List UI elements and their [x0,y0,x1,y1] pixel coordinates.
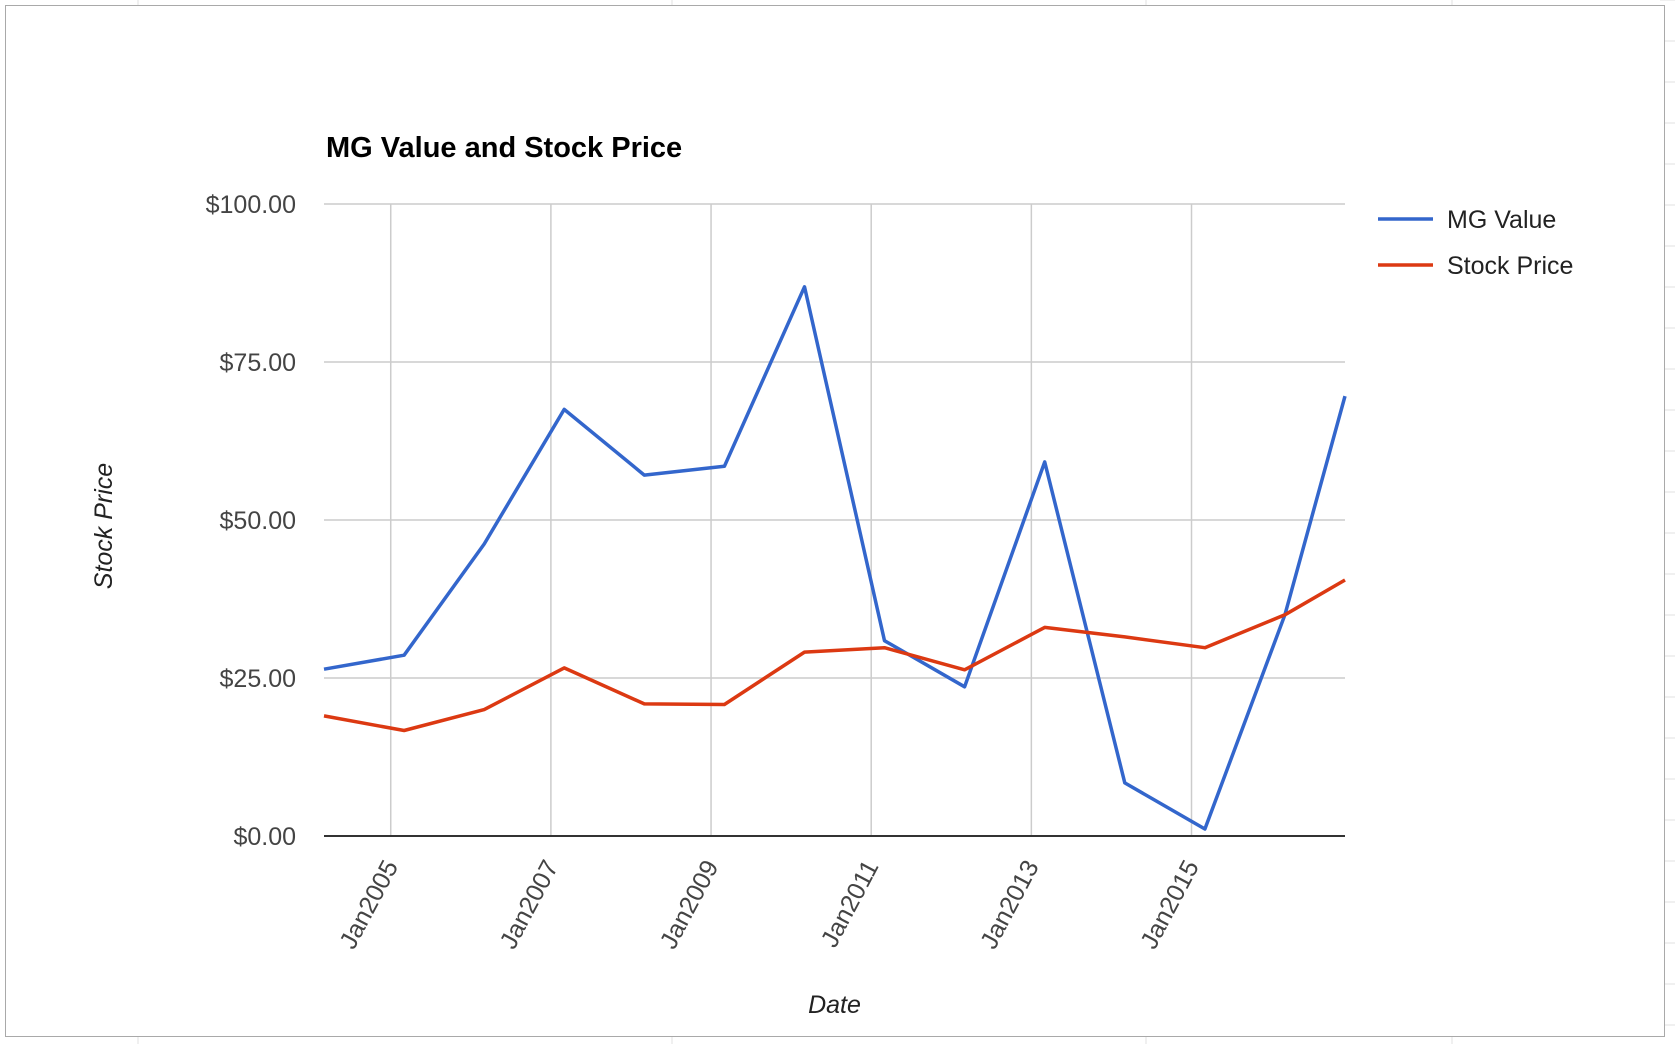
data-point-mg-value [1342,393,1348,399]
legend-label: Stock Price [1447,252,1573,280]
y-tick-label: $75.00 [220,349,296,377]
data-point-mg-value [641,472,647,478]
y-axis-title: Stock Price [90,463,118,589]
data-point-stock-price [962,667,968,673]
x-tick-label: Jan2009 [655,856,725,954]
y-tick-label: $0.00 [233,823,296,851]
data-point-stock-price [1042,624,1048,630]
data-point-mg-value [1122,780,1128,786]
data-point-stock-price [882,645,888,651]
series-line-mg-value [323,285,1347,831]
gridlines [324,203,1345,836]
legend: MG Value Stock Price [1378,206,1573,280]
legend-label: MG Value [1447,206,1556,234]
x-tick-label: Jan2013 [975,856,1045,954]
line-chart: $0.00$25.00$50.00$75.00$100.00 Jan2005 Ja… [90,132,1573,1019]
data-point-mg-value [882,638,888,644]
x-tick-label: Jan2015 [1135,856,1205,954]
data-point-mg-value [721,463,727,469]
data-point-stock-price [641,701,647,707]
data-point-stock-price [1122,634,1128,640]
chart-title: MG Value and Stock Price [326,132,682,164]
data-point-mg-value [481,541,487,547]
data-point-mg-value [1042,459,1048,465]
data-point-mg-value [401,652,407,658]
y-tick-labels: $0.00 $25.00 $50.00 $75.00 $100.00 [206,191,296,851]
series-lines [321,284,1348,832]
data-point-stock-price [721,702,727,708]
x-axis-title: Date [808,991,861,1019]
data-point-mg-value [561,406,567,412]
data-point-stock-price [321,713,327,719]
data-point-stock-price [1282,612,1288,618]
x-tick-label: Jan2007 [494,856,564,954]
x-tick-labels: Jan2005 Jan2007 Jan2009 Jan2011 Jan2013 Jan20… [334,856,1205,954]
data-point-stock-price [561,665,567,671]
data-point-mg-value [801,284,807,290]
y-tick-label: $100.00 [206,191,296,219]
chart-card[interactable]: $0.00 $25.00 $50.00 $75.00 $100.00 Jan2005 Ja… [5,5,1665,1037]
y-tick-label: $25.00 [220,665,296,693]
data-point-mg-value [962,684,968,690]
x-tick-label: Jan2005 [334,856,404,954]
data-point-stock-price [1202,645,1208,651]
data-point-stock-price [401,727,407,733]
x-tick-label: Jan2011 [816,856,885,952]
data-point-mg-value [321,666,327,672]
data-point-stock-price [801,649,807,655]
data-point-stock-price [1342,577,1348,583]
data-point-mg-value [1202,826,1208,832]
data-point-stock-price [481,707,487,713]
series-line-stock-price [323,578,1346,733]
y-tick-label: $50.00 [220,507,296,535]
